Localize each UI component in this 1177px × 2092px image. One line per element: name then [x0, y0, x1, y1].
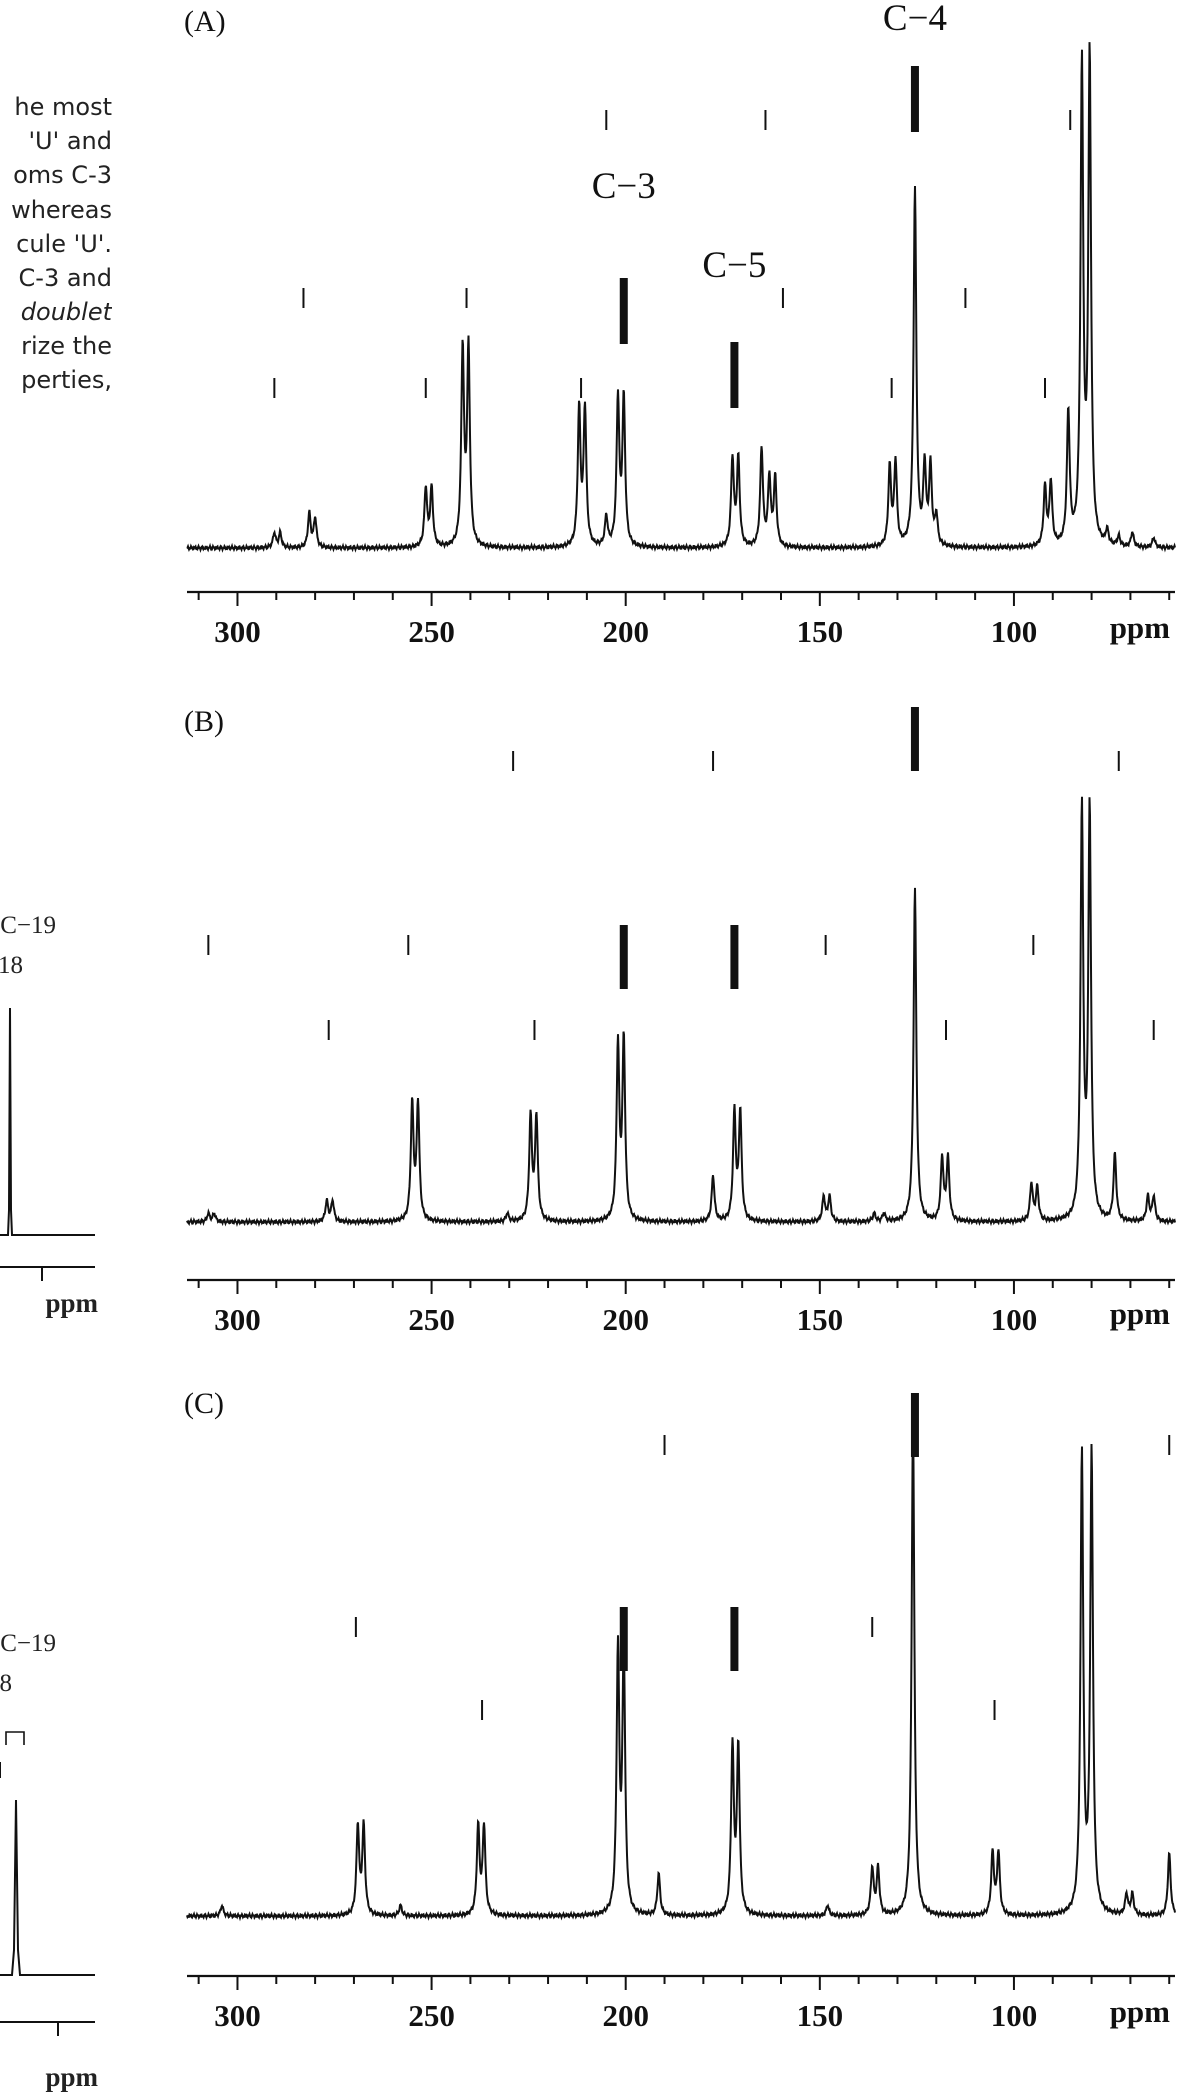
carbon-label: C−5: [702, 245, 766, 286]
x-tick-label: 150: [797, 1998, 844, 2033]
x-tick-label: 200: [602, 614, 649, 649]
carbon-bar-marker: [910, 1393, 919, 1457]
x-tick-label: 200: [602, 1998, 649, 2033]
panel-label: (A): [184, 5, 226, 38]
x-tick-label: 300: [214, 1302, 261, 1337]
x-tick-label: 250: [408, 1302, 455, 1337]
frag-2-c19: C−19: [0, 1630, 56, 1657]
x-tick-label: 100: [991, 1302, 1038, 1337]
x-tick-label: 150: [797, 614, 844, 649]
carbon-label: C−4: [883, 0, 947, 39]
x-tick-label: 250: [408, 1998, 455, 2033]
text-line-6: doublet: [20, 298, 112, 326]
text-line-2: oms C-3: [13, 161, 112, 189]
text-line-5: C-3 and: [18, 264, 112, 292]
carbon-bar-marker: [730, 925, 739, 989]
text-line-7: rize the: [21, 332, 112, 360]
frag-2-8: 8: [0, 1670, 12, 1697]
cropped-spectrum-lower: [0, 1799, 95, 1976]
left-text-column: he most 'U' and oms C-3 whereas cule 'U'…: [0, 0, 112, 2092]
spectrum-trace: [186, 796, 1176, 1228]
frag-1-c19: C−19: [0, 912, 56, 939]
x-tick-label: 100: [991, 614, 1038, 649]
x-tick-label: 250: [408, 614, 455, 649]
x-axis-unit: ppm: [1110, 610, 1170, 645]
carbon-bar-marker: [910, 66, 919, 132]
frag-1-18: 18: [0, 952, 23, 979]
panel-label: (C): [184, 1387, 224, 1420]
spectrum-trace: [186, 1419, 1176, 1922]
spectrum-panel-b: (B) 300 250 200 150 100 ppm: [184, 705, 1176, 1337]
spectrum-panel-a: (A) C−3 C−5 C−4 300 250 200 150 100 ppm: [184, 0, 1176, 649]
cropped-left-figure-lines: [0, 1007, 95, 2036]
carbon-bar-marker: [619, 925, 628, 989]
text-line-0: he most: [14, 93, 112, 121]
carbon-bar-marker: [910, 707, 919, 771]
carbon-bar-marker: [619, 1607, 628, 1671]
spectrum-trace: [186, 42, 1176, 554]
text-line-1: 'U' and: [28, 127, 112, 155]
carbon-bar-marker: [619, 278, 628, 344]
x-tick-label: 300: [214, 614, 261, 649]
carbon-bar-marker: [730, 342, 739, 408]
text-line-8: perties,: [21, 366, 112, 394]
frag-2-ppm: ppm: [45, 2062, 98, 2092]
x-tick-label: 200: [602, 1302, 649, 1337]
frag-1-ppm: ppm: [45, 1288, 98, 1318]
x-tick-label: 150: [797, 1302, 844, 1337]
x-axis-unit: ppm: [1110, 1994, 1170, 2029]
spectrum-panel-c: (C) 300 250 200 150 100 ppm: [184, 1387, 1176, 2033]
carbon-bar-marker: [730, 1607, 739, 1671]
carbon-label: C−3: [592, 166, 656, 207]
cropped-spectrum-upper: [0, 1007, 95, 1236]
text-line-3: whereas: [11, 196, 112, 224]
text-line-4: cule 'U'.: [16, 230, 112, 258]
x-axis-unit: ppm: [1110, 1296, 1170, 1331]
cropped-bracket: [5, 1731, 25, 1745]
x-tick-label: 100: [991, 1998, 1038, 2033]
x-tick-label: 300: [214, 1998, 261, 2033]
panel-label: (B): [184, 705, 224, 738]
